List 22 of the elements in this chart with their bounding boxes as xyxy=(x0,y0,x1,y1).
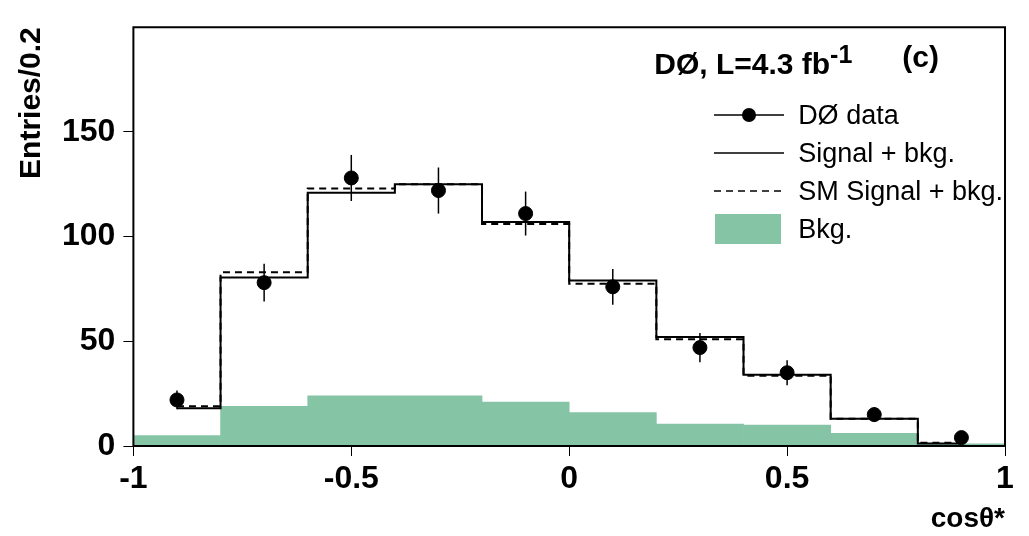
annotation: (c) xyxy=(902,40,939,75)
annotation: DØ, L=4.3 fb$^{-1}$ xyxy=(654,40,853,81)
y-tick-label: 100 xyxy=(62,216,116,253)
point xyxy=(953,430,969,446)
x-tick-label: 1 xyxy=(996,459,1014,496)
x-tick-label: 0 xyxy=(560,459,579,496)
legend-label: DØ data xyxy=(798,99,899,131)
y-axis-title: Entries/0.2 xyxy=(13,27,47,179)
point xyxy=(518,206,534,222)
point xyxy=(430,183,446,199)
legend-label: Signal + bkg. xyxy=(798,137,955,169)
legend-label: Bkg. xyxy=(798,213,853,245)
x-tick-label: -1 xyxy=(119,459,148,496)
y-tick-label: 50 xyxy=(79,321,116,358)
x-tick-label: 0.5 xyxy=(764,459,810,496)
x-axis-title: cosθ* xyxy=(930,501,1006,533)
x-tick-label: -0.5 xyxy=(323,459,379,496)
legend-label: SM Signal + bkg. xyxy=(798,175,1003,207)
point xyxy=(866,407,882,423)
point xyxy=(343,170,359,186)
y-tick-label: 0 xyxy=(97,425,116,462)
y-tick-label: 150 xyxy=(62,111,116,148)
